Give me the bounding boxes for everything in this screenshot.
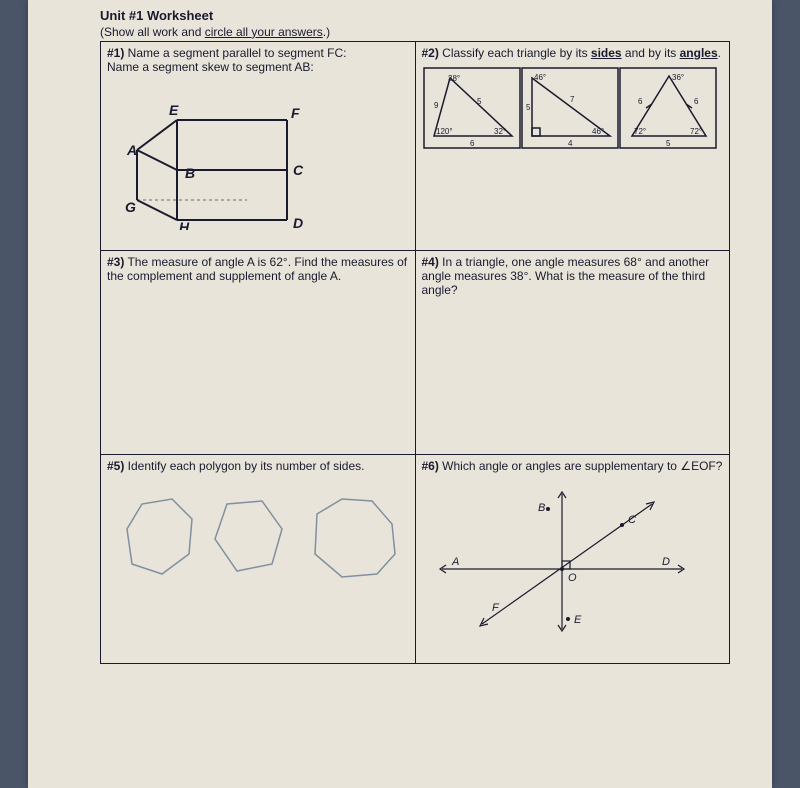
label-A: A xyxy=(451,556,459,568)
q2-mid: and by its xyxy=(622,46,680,60)
q5-num: #5) xyxy=(107,459,124,473)
label-C: C xyxy=(293,162,304,178)
svg-text:6: 6 xyxy=(638,97,643,106)
page-title: Unit #1 Worksheet xyxy=(40,8,760,25)
label-H: H xyxy=(179,219,190,230)
label-E: E xyxy=(574,614,582,626)
q2-prompt: #2) Classify each triangle by its sides … xyxy=(422,46,724,60)
q3-text: The measure of angle A is 62°. Find the … xyxy=(107,255,407,283)
instructions: (Show all work and circle all your answe… xyxy=(40,25,760,39)
q2-u2: angles xyxy=(680,46,718,60)
label-C: C xyxy=(628,514,636,526)
q6-figure: A B C D E F O xyxy=(422,479,724,639)
q1-text2: Name a segment skew to segment AB: xyxy=(107,60,314,74)
svg-text:32°: 32° xyxy=(494,127,506,136)
q6-num: #6) xyxy=(422,459,439,473)
instr-underline: circle all your answers xyxy=(205,25,323,39)
svg-text:6: 6 xyxy=(694,97,699,106)
q1-cell: #1) Name a segment parallel to segment F… xyxy=(101,41,416,250)
label-B: B xyxy=(538,502,545,514)
worksheet-page: Unit #1 Worksheet (Show all work and cir… xyxy=(28,0,772,788)
svg-text:120°: 120° xyxy=(436,127,453,136)
svg-text:72°: 72° xyxy=(634,127,646,136)
svg-text:5: 5 xyxy=(477,97,482,106)
q6-prompt: #6) Which angle or angles are supplement… xyxy=(422,459,724,473)
label-O: O xyxy=(568,572,577,584)
q2-u1: sides xyxy=(591,46,622,60)
q1-prompt: #1) Name a segment parallel to segment F… xyxy=(107,46,409,74)
svg-text:5: 5 xyxy=(526,103,531,112)
label-E: E xyxy=(169,102,179,118)
svg-text:4: 4 xyxy=(568,139,573,148)
q5-cell: #5) Identify each polygon by its number … xyxy=(101,454,416,663)
q3-num: #3) xyxy=(107,255,124,269)
label-D: D xyxy=(293,215,303,230)
instr-post: .) xyxy=(323,25,330,39)
q2-num: #2) xyxy=(422,46,439,60)
svg-text:9: 9 xyxy=(434,101,439,110)
q5-prompt: #5) Identify each polygon by its number … xyxy=(107,459,409,473)
q2-end: . xyxy=(718,46,721,60)
svg-text:46°: 46° xyxy=(534,73,546,82)
label-D: D xyxy=(662,556,670,568)
instr-pre: (Show all work and xyxy=(100,25,205,39)
q4-text: In a triangle, one angle measures 68° an… xyxy=(422,255,710,297)
q4-cell: #4) In a triangle, one angle measures 68… xyxy=(415,250,730,454)
q1-text1: Name a segment parallel to segment FC: xyxy=(124,46,346,60)
q1-num: #1) xyxy=(107,46,124,60)
label-G: G xyxy=(125,199,136,215)
q2-t1: Classify each triangle by its xyxy=(439,46,591,60)
q4-num: #4) xyxy=(422,255,439,269)
q5-text: Identify each polygon by its number of s… xyxy=(124,459,364,473)
svg-text:5: 5 xyxy=(666,139,671,148)
svg-text:6: 6 xyxy=(470,139,475,148)
label-F: F xyxy=(291,105,300,121)
svg-text:36°: 36° xyxy=(672,73,684,82)
worksheet-grid: #1) Name a segment parallel to segment F… xyxy=(100,41,730,664)
svg-text:7: 7 xyxy=(570,95,575,104)
q3-cell: #3) The measure of angle A is 62°. Find … xyxy=(101,250,416,454)
q1-figure: A B C D E F G H xyxy=(107,80,409,230)
svg-text:72°: 72° xyxy=(690,127,702,136)
svg-text:46°: 46° xyxy=(592,127,604,136)
label-B: B xyxy=(185,165,195,181)
svg-text:38°: 38° xyxy=(448,74,460,83)
label-A: A xyxy=(126,142,137,158)
q2-cell: #2) Classify each triangle by its sides … xyxy=(415,41,730,250)
q5-figure xyxy=(107,479,409,609)
q2-figure: 38° 120° 32° 5 9 6 4 6 xyxy=(422,66,724,156)
q6-cell: #6) Which angle or angles are supplement… xyxy=(415,454,730,663)
q6-text: Which angle or angles are supplementary … xyxy=(439,459,723,473)
